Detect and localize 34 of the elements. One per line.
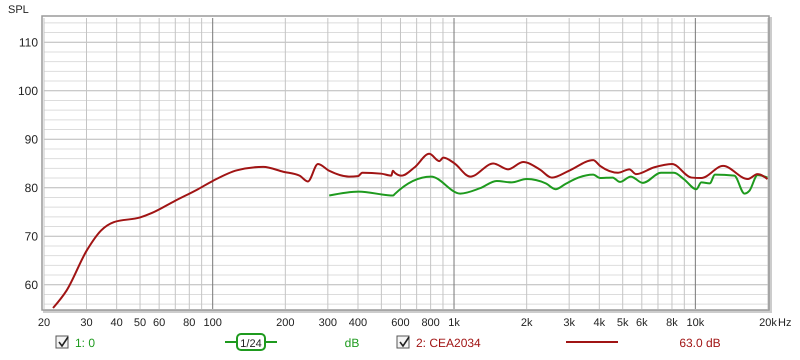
x-tick-label: 5k <box>616 317 630 329</box>
x-tick-label: 30 <box>80 317 93 329</box>
text: 1: 0 <box>75 336 96 350</box>
x-tick-label: 3k <box>563 317 576 329</box>
x-tick-label: 800 <box>421 317 440 329</box>
y-tick-label: 60 <box>24 278 38 292</box>
x-tick-label: 20 <box>38 317 50 329</box>
text: dB <box>344 336 360 350</box>
x-tick-label: 60 <box>153 317 166 329</box>
x-tick-label: 80 <box>183 317 196 329</box>
x-tick-label: 1k <box>448 317 460 329</box>
x-tick-label: 400 <box>348 317 368 329</box>
y-tick-label: 70 <box>24 229 38 244</box>
y-tick-label: 90 <box>24 132 38 146</box>
x-tick-label: 600 <box>391 317 410 329</box>
y-tick-label: 80 <box>24 180 38 195</box>
x-tick-label: 300 <box>318 317 338 329</box>
x-tick-label: 4k <box>594 317 606 329</box>
x-tick-label: 50 <box>134 317 146 329</box>
text: 63.0 dB <box>679 336 721 350</box>
y-axis-title: SPL <box>8 4 29 16</box>
x-tick-label: 40 <box>110 317 123 329</box>
x-tick-label: 20k <box>759 317 778 329</box>
x-tick-label: 10k <box>686 317 705 329</box>
x-tick-label: 2k <box>520 317 533 329</box>
x-tick-label: 6k <box>636 317 648 329</box>
x-tick-label: 8k <box>666 317 678 329</box>
x-tick-label: 200 <box>276 317 295 329</box>
y-tick-label: 110 <box>18 35 38 50</box>
y-tick-label: 100 <box>18 84 38 98</box>
x-tick-label: 100 <box>204 317 222 329</box>
text: 1/24 <box>240 338 262 350</box>
text: 2: CEA2034 <box>416 336 482 350</box>
x-axis-title: Hz <box>778 317 792 329</box>
